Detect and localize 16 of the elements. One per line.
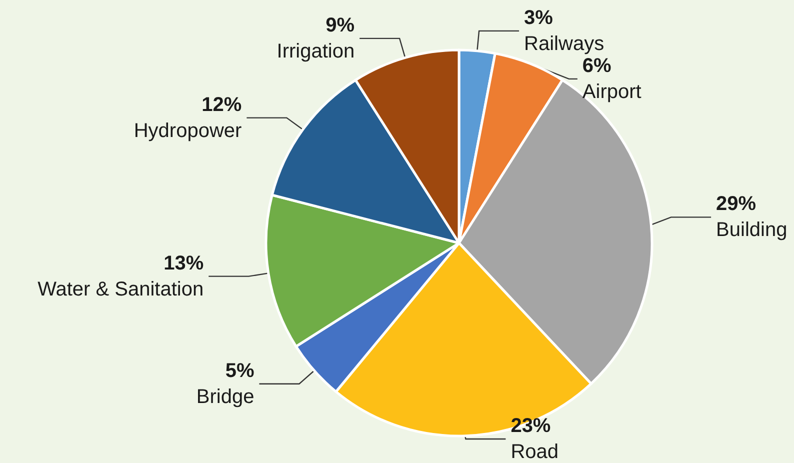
slice-label: Building xyxy=(716,219,788,242)
data-label: 3% xyxy=(524,6,554,29)
data-label: 23% xyxy=(510,415,551,437)
data-label: 29% xyxy=(716,193,756,216)
slice-label: Hydropower xyxy=(134,120,242,142)
data-label: 12% xyxy=(202,94,242,116)
data-label: 9% xyxy=(326,14,355,36)
slice-label: Airport xyxy=(582,80,642,103)
slice-label: Water & Sanitation xyxy=(38,278,204,300)
slice-label: Irrigation xyxy=(276,40,355,62)
data-label: 5% xyxy=(225,360,254,382)
slice-label: Bridge xyxy=(196,386,254,408)
data-label: 13% xyxy=(164,252,204,274)
slice-label: Railways xyxy=(524,32,604,55)
data-label: 6% xyxy=(582,54,612,77)
slice-label: Road xyxy=(510,441,559,463)
